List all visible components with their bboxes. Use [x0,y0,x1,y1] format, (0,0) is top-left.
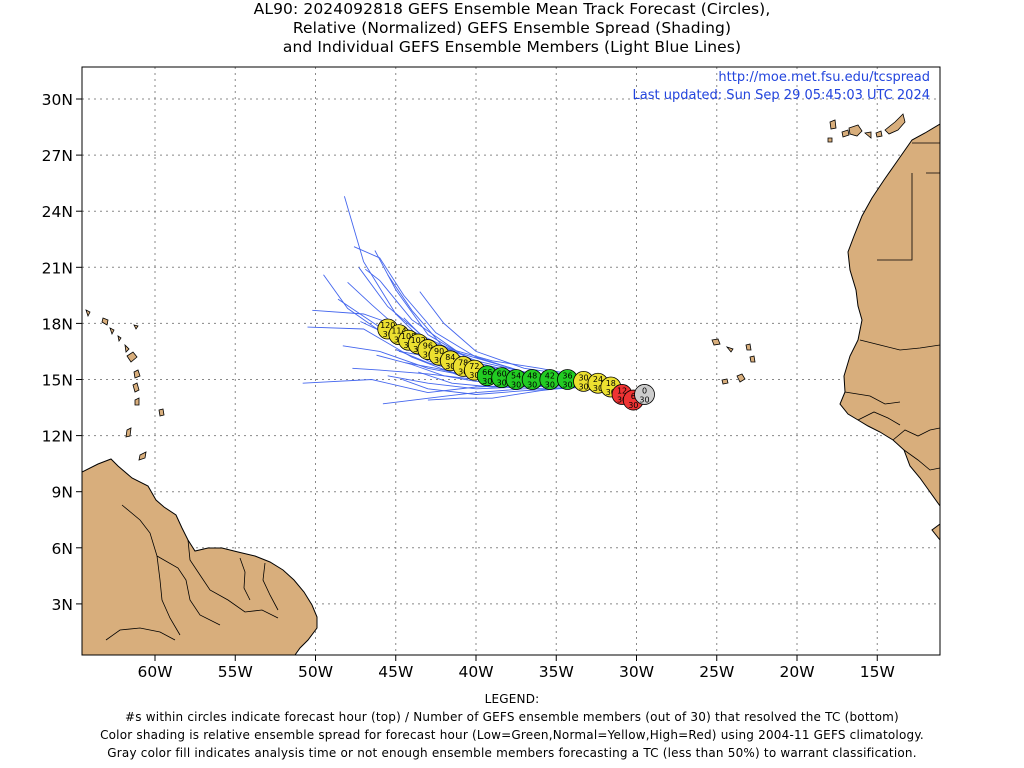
forecast-hour-label: 48 [527,372,537,381]
forecast-hour-label: 96 [423,342,433,351]
lat-tick-label: 9N [52,484,73,502]
forecast-hour-label: 102 [411,336,426,345]
caribbean-islands [85,309,165,461]
member-count-label: 30 [562,381,572,390]
map-title-line-2: Relative (Normalized) GEFS Ensemble Spre… [292,19,732,37]
lat-tick-label: 3N [52,596,73,614]
last-updated-text: Last updated: Sun Sep 29 05:45:03 UTC 20… [633,88,930,103]
member-count-label: 30 [606,388,616,397]
forecast-hour-label: 84 [445,353,455,362]
map-title-line-1: AL90: 2024092818 GEFS Ensemble Mean Trac… [253,0,771,18]
forecast-hour-label: 18 [606,379,616,388]
forecast-hour-label: 6 [631,392,636,401]
member-count-label: 30 [593,384,603,393]
lat-lon-grid [82,67,940,655]
legend-title: LEGEND: [484,692,540,706]
member-count-label: 30 [434,356,444,365]
lon-tick-label: 60W [137,663,172,681]
lat-tick-label: 12N [42,428,73,446]
cape-verde-islands [711,338,756,385]
lat-tick-label: 21N [42,259,73,277]
ensemble-mean-track: 1203011430108301023096309030843078307230… [377,318,655,411]
legend-line-2: Color shading is relative ensemble sprea… [100,728,924,742]
member-count-label: 30 [482,377,492,386]
legend-line-3: Gray color fill indicates analysis time … [107,746,917,760]
forecast-hour-label: 12 [617,386,627,395]
lon-tick-label: 35W [539,663,574,681]
forecast-hour-label: 66 [482,368,492,377]
forecast-hour-label: 114 [391,327,406,336]
forecast-hour-label: 60 [497,370,507,379]
member-count-label: 30 [639,395,649,404]
member-count-label: 30 [445,362,455,371]
lon-tick-label: 45W [378,663,413,681]
lon-tick-label: 40W [458,663,493,681]
member-count-label: 30 [469,371,479,380]
member-count-label: 30 [545,381,555,390]
lon-tick-label: 55W [218,663,253,681]
member-count-label: 30 [527,381,537,390]
member-count-label: 30 [511,381,521,390]
member-count-label: 30 [628,401,638,410]
land-south-america [82,458,318,655]
lat-tick-label: 27N [42,147,73,165]
border-lines-africa [844,142,940,471]
lon-tick-label: 15W [860,663,895,681]
lon-tick-label: 30W [619,663,654,681]
forecast-circle: 030 [634,384,655,405]
lat-tick-label: 6N [52,540,73,558]
canary-islands [827,113,906,143]
forecast-map: 1203011430108301023096309030843078307230… [42,66,941,681]
lon-tick-label: 25W [699,663,734,681]
forecast-hour-label: 72 [469,362,479,371]
member-count-label: 30 [617,395,627,404]
lat-tick-label: 18N [42,315,73,333]
lat-tick-label: 24N [42,203,73,221]
forecast-hour-label: 24 [593,375,603,384]
land-layer [82,113,940,655]
forecast-hour-label: 30 [578,373,588,382]
tcspread-url-link[interactable]: http://moe.met.fsu.edu/tcspread [718,70,930,85]
forecast-hour-label: 78 [458,358,468,367]
forecast-hour-label: 120 [380,321,395,330]
member-count-label: 30 [423,351,433,360]
forecast-hour-label: 0 [642,386,647,395]
forecast-circle-fill [634,384,655,405]
lon-tick-label: 50W [298,663,333,681]
lon-tick-label: 20W [779,663,814,681]
member-count-label: 30 [578,382,588,391]
forecast-hour-label: 36 [562,372,572,381]
forecast-hour-label: 42 [545,372,555,381]
forecast-hour-label: 108 [401,332,416,341]
axis-ticks: 3N 6N 9N 12N 15N 18N 21N 24N 27N 30N 60W 55W 50W 45W 4… [42,91,895,681]
lat-tick-label: 15N [42,372,73,390]
member-count-label: 30 [458,367,468,376]
legend-line-1: #s within circles indicate forecast hour… [125,710,899,724]
forecast-hour-label: 54 [511,372,521,381]
forecast-hour-label: 90 [434,347,444,356]
member-count-label: 30 [383,330,393,339]
member-count-label: 30 [497,379,507,388]
map-title-line-3: and Individual GEFS Ensemble Members (Li… [282,38,742,56]
lat-tick-label: 30N [42,91,73,109]
map-frame [81,66,941,656]
border-lines-south-america [105,504,279,641]
land-africa [839,123,940,541]
